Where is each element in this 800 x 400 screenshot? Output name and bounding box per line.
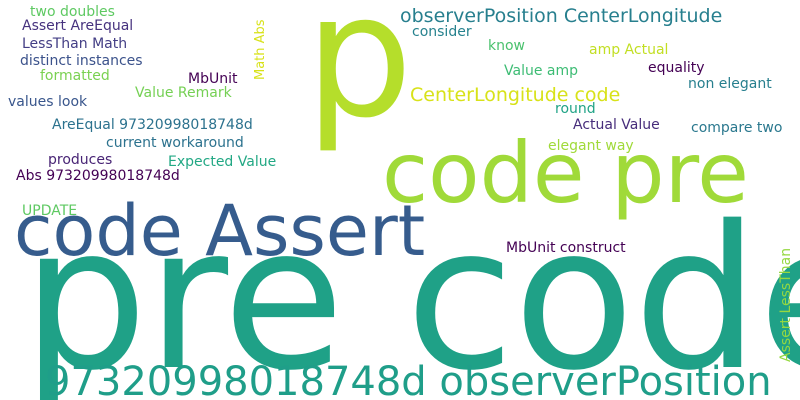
word-update: UPDATE [22,203,78,219]
word-mbunit: MbUnit [188,71,238,87]
word-code-assert: code Assert [14,190,426,272]
word-two-doubles: two doubles [30,4,115,20]
word-lessthan-math: LessThan Math [22,36,128,52]
word-mbunit-construct: MbUnit construct [506,240,626,256]
word-round: round [555,101,596,117]
word-assert-lessthan: Assert LessThan [778,247,794,362]
word-compare-two: compare two [691,120,783,136]
word-formatted: formatted [40,68,110,84]
word-assert-areequal: Assert AreEqual [22,18,134,34]
word-pre-code: pre code [22,183,800,400]
word-abs-97320998018748d: Abs 97320998018748d [16,168,180,184]
word-value-amp: Value amp [504,63,578,79]
word-areequal-97320998018748d: AreEqual 97320998018748d [52,117,253,133]
word-math-abs: Math Abs [253,19,268,80]
word-observerposition-centerlongitude: observerPosition CenterLongitude [400,5,723,27]
word-actual-value: Actual Value [573,117,660,133]
word-expected-value: Expected Value [168,154,277,170]
word-distinct-instances: distinct instances [20,53,143,69]
word-amp-actual: amp Actual [589,42,669,58]
word-elegant-way: elegant way [548,138,634,154]
word-know: know [488,38,525,54]
word-p: p [305,0,413,156]
word-equality: equality [648,60,705,76]
word-centerlongitude-code: CenterLongitude code [410,84,621,106]
word-produces: produces [48,152,113,168]
word-consider: consider [412,24,472,40]
word-value-remark: Value Remark [135,85,232,101]
word-non-elegant: non elegant [688,76,772,92]
word-values-look: values look [8,94,88,110]
word-current-workaround: current workaround [106,135,244,151]
word-97320998018748d-observerposition: 97320998018748d observerPosition [45,359,772,400]
word-code-pre: code pre [382,124,749,222]
